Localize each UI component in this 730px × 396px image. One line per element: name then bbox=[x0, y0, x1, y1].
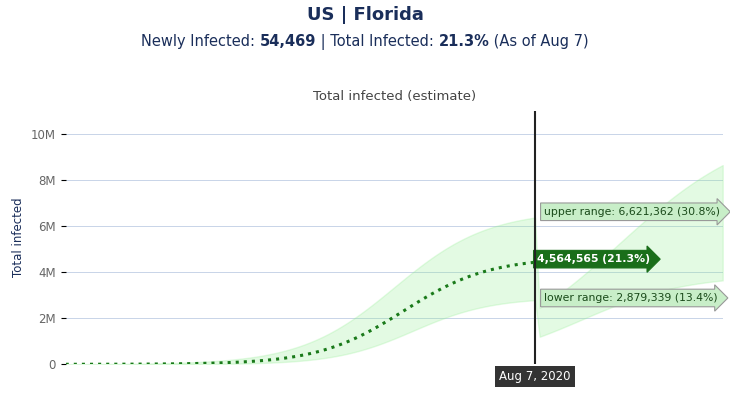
Y-axis label: Total infected: Total infected bbox=[12, 198, 26, 278]
Text: Newly Infected:: Newly Infected: bbox=[141, 34, 260, 49]
Text: lower range: 2,879,339 (13.4%): lower range: 2,879,339 (13.4%) bbox=[545, 293, 718, 303]
Text: 4,564,565 (21.3%): 4,564,565 (21.3%) bbox=[537, 254, 650, 264]
Text: 54,469: 54,469 bbox=[260, 34, 316, 49]
Text: Total infected (estimate): Total infected (estimate) bbox=[312, 90, 476, 103]
Text: | Total Infected:: | Total Infected: bbox=[316, 34, 439, 50]
Text: upper range: 6,621,362 (30.8%): upper range: 6,621,362 (30.8%) bbox=[545, 207, 721, 217]
Text: (As of Aug 7): (As of Aug 7) bbox=[489, 34, 589, 49]
Text: US | Florida: US | Florida bbox=[307, 6, 423, 24]
Text: Aug 7, 2020: Aug 7, 2020 bbox=[499, 370, 571, 383]
Text: 21.3%: 21.3% bbox=[439, 34, 489, 49]
